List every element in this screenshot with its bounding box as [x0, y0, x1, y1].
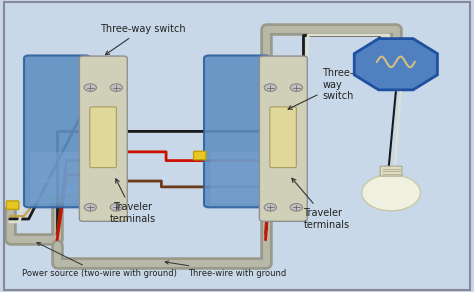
- Text: Three-wire with ground: Three-wire with ground: [165, 261, 286, 278]
- Polygon shape: [354, 39, 438, 90]
- FancyBboxPatch shape: [7, 201, 19, 209]
- Text: Traveler
terminals: Traveler terminals: [292, 178, 350, 230]
- Circle shape: [264, 204, 276, 211]
- FancyBboxPatch shape: [259, 56, 307, 221]
- FancyBboxPatch shape: [270, 107, 296, 168]
- FancyBboxPatch shape: [193, 151, 206, 160]
- FancyBboxPatch shape: [90, 107, 116, 168]
- FancyBboxPatch shape: [204, 55, 270, 207]
- Circle shape: [84, 84, 96, 91]
- FancyBboxPatch shape: [210, 152, 264, 204]
- Circle shape: [110, 204, 122, 211]
- Text: Traveler
terminals: Traveler terminals: [110, 179, 156, 224]
- Circle shape: [290, 204, 302, 211]
- Text: Three-
way
switch: Three- way switch: [288, 68, 354, 109]
- FancyBboxPatch shape: [30, 152, 84, 204]
- FancyBboxPatch shape: [24, 55, 91, 207]
- Circle shape: [290, 84, 302, 91]
- Circle shape: [362, 175, 420, 211]
- Circle shape: [110, 84, 122, 91]
- Text: Three-way switch: Three-way switch: [100, 24, 185, 55]
- FancyBboxPatch shape: [380, 166, 402, 176]
- Text: Power source (two-wire with ground): Power source (two-wire with ground): [22, 243, 177, 278]
- FancyBboxPatch shape: [80, 56, 127, 221]
- Circle shape: [84, 204, 96, 211]
- Circle shape: [264, 84, 276, 91]
